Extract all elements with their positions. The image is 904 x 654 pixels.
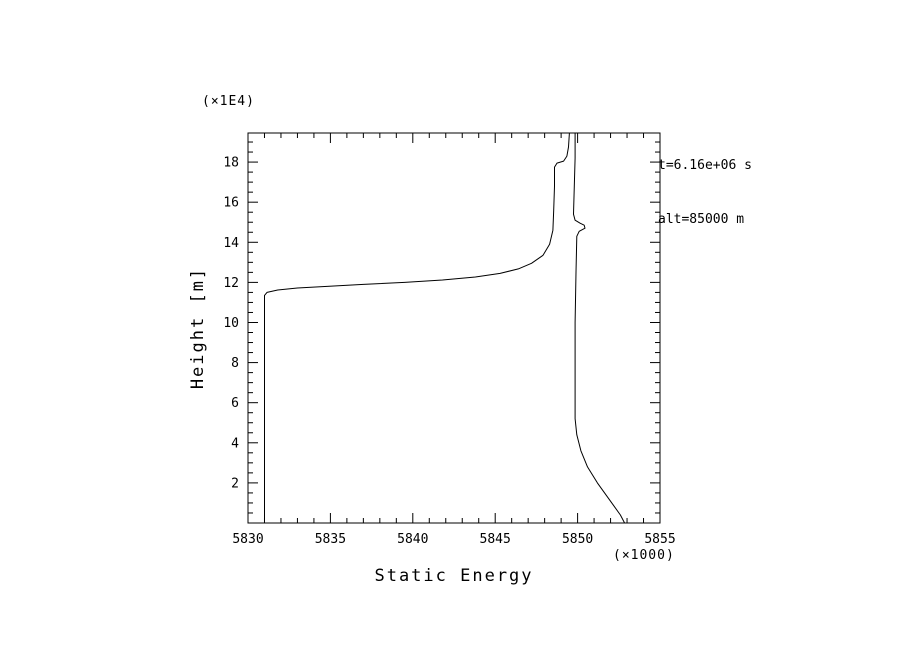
y-tick-label: 2 bbox=[231, 476, 239, 491]
profile-left-branch bbox=[264, 132, 570, 522]
y-tick-label: 16 bbox=[223, 196, 239, 211]
x-tick-label: 5845 bbox=[480, 532, 511, 547]
plot-frame bbox=[247, 132, 661, 524]
y-tick-label: 4 bbox=[231, 436, 239, 451]
y-axis-title: Height [m] bbox=[188, 266, 208, 390]
y-axis-scale-note: (×1E4) bbox=[202, 94, 255, 109]
y-tick-label: 14 bbox=[223, 236, 239, 251]
x-axis-scale-note: (×1000) bbox=[613, 548, 675, 563]
x-tick-label: 5850 bbox=[562, 532, 593, 547]
annotation-altitude: alt=85000 m bbox=[658, 212, 745, 227]
y-tick-label: 12 bbox=[223, 276, 239, 291]
y-tick-label: 8 bbox=[231, 356, 239, 371]
x-tick-label: 5835 bbox=[315, 532, 346, 547]
annotation-block: t=6.16e+06 s alt=85000 m bbox=[658, 121, 752, 265]
y-tick-label: 6 bbox=[231, 396, 239, 411]
y-tick-label: 10 bbox=[223, 316, 239, 331]
annotation-time: t=6.16e+06 s bbox=[658, 158, 752, 173]
profile-right-branch bbox=[573, 132, 626, 524]
x-tick-label: 5830 bbox=[232, 532, 263, 547]
y-tick-label: 18 bbox=[223, 156, 239, 171]
x-axis-title: Static Energy bbox=[374, 566, 534, 586]
x-tick-label: 5855 bbox=[644, 532, 675, 547]
x-tick-label: 5840 bbox=[397, 532, 428, 547]
